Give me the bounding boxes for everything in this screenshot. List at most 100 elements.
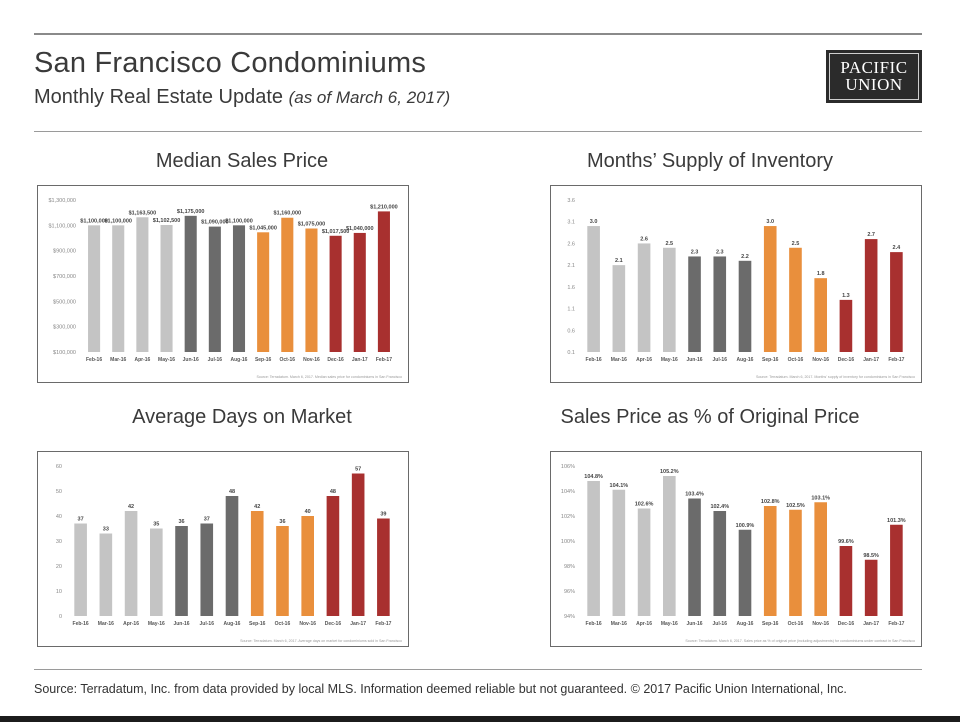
x-tick-label: Jul-16 xyxy=(208,357,223,363)
bar xyxy=(150,528,163,616)
y-tick-label: 106% xyxy=(561,464,575,470)
y-tick-label: 20 xyxy=(56,564,62,570)
y-tick-label: 50 xyxy=(56,489,62,495)
y-tick-label: 96% xyxy=(564,589,575,595)
bar xyxy=(738,529,752,616)
bar xyxy=(351,473,365,616)
data-label: $1,160,000 xyxy=(274,211,302,217)
x-tick-label: Feb-17 xyxy=(375,621,391,627)
data-label: 102.8% xyxy=(761,499,780,505)
data-label: 37 xyxy=(78,517,84,523)
bar xyxy=(301,516,314,616)
x-tick-label: Jun-16 xyxy=(686,621,702,627)
bar xyxy=(864,239,878,352)
x-tick-label: Nov-16 xyxy=(812,357,829,363)
x-tick-label: Jun-16 xyxy=(686,357,702,363)
y-tick-label: 30 xyxy=(56,539,62,545)
x-tick-label: Oct-16 xyxy=(788,621,804,627)
y-tick-label: $100,000 xyxy=(53,350,76,356)
x-tick-label: Dec-16 xyxy=(327,357,344,363)
data-label: 42 xyxy=(128,504,134,510)
data-label: $1,175,000 xyxy=(177,209,205,215)
bar xyxy=(663,476,676,616)
y-tick-label: $500,000 xyxy=(53,299,76,305)
x-tick-label: May-16 xyxy=(661,621,678,627)
x-tick-label: Jun-16 xyxy=(173,621,189,627)
data-label: 33 xyxy=(103,527,109,533)
y-tick-label: 2.6 xyxy=(567,241,575,247)
bar xyxy=(329,235,342,352)
y-tick-label: 98% xyxy=(564,564,575,570)
data-label: 2.6 xyxy=(640,236,648,242)
chart-source-note: Source: Terradatum. March 6, 2017. Avera… xyxy=(240,639,402,643)
bar xyxy=(257,232,270,352)
bar xyxy=(713,256,727,352)
data-label: 2.5 xyxy=(792,241,800,247)
bar xyxy=(839,299,853,352)
bar xyxy=(587,481,600,616)
x-tick-label: Apr-16 xyxy=(134,357,150,363)
y-tick-label: 1.1 xyxy=(567,307,575,313)
bar xyxy=(789,509,802,616)
data-label: 103.1% xyxy=(811,495,830,501)
y-tick-label: 1.6 xyxy=(567,285,575,291)
x-tick-label: Apr-16 xyxy=(636,621,652,627)
data-label: 103.4% xyxy=(685,492,704,498)
data-label: 1.8 xyxy=(817,271,825,277)
x-tick-label: Jul-16 xyxy=(713,357,728,363)
data-label: 2.3 xyxy=(691,249,699,255)
bar xyxy=(208,226,221,352)
x-tick-label: Dec-16 xyxy=(838,621,855,627)
data-label: 35 xyxy=(153,522,159,528)
x-tick-label: Aug-16 xyxy=(737,621,754,627)
y-tick-label: 40 xyxy=(56,514,62,520)
bar xyxy=(305,228,318,352)
x-tick-label: Dec-16 xyxy=(325,621,342,627)
data-label: $1,090,000 xyxy=(201,220,229,226)
y-tick-label: 60 xyxy=(56,464,62,470)
x-tick-label: Jan-17 xyxy=(863,357,879,363)
data-label: 102.6% xyxy=(635,502,654,508)
bar xyxy=(864,559,878,616)
data-label: $1,210,000 xyxy=(370,204,398,210)
x-tick-label: Jan-17 xyxy=(863,621,879,627)
bar xyxy=(688,256,701,352)
data-label: 99.6% xyxy=(838,539,854,545)
data-label: 98.5% xyxy=(863,553,879,559)
data-label: 104.8% xyxy=(584,474,603,480)
x-tick-label: Jul-16 xyxy=(200,621,215,627)
x-tick-label: Mar-16 xyxy=(611,357,627,363)
y-tick-label: 104% xyxy=(561,489,575,495)
x-tick-label: May-16 xyxy=(158,357,175,363)
bottom-bar xyxy=(0,716,960,722)
chart-source-note: Source: Terradatum. March 6, 2017. Month… xyxy=(756,375,915,379)
data-label: 2.4 xyxy=(893,245,902,251)
bar xyxy=(99,533,113,616)
bar xyxy=(250,511,264,616)
bar xyxy=(789,247,802,352)
y-tick-label: 0.1 xyxy=(567,350,575,356)
y-tick-label: $900,000 xyxy=(53,249,76,255)
data-label: 102.4% xyxy=(710,504,729,510)
data-label: 37 xyxy=(204,517,210,523)
chart-title-sales-price-pct: Sales Price as % of Original Price xyxy=(560,406,860,428)
footer-source: Source: Terradatum, Inc. from data provi… xyxy=(34,682,847,696)
y-tick-label: 3.6 xyxy=(567,198,575,204)
y-tick-label: 3.1 xyxy=(567,220,575,226)
x-tick-label: Sep-16 xyxy=(255,357,272,363)
months-supply-chart: 0.1 0.6 1.1 1.6 2.1 2.6 3.1 3.6 3.0 Feb-16 2.1 Mar-… xyxy=(550,185,922,383)
data-label: 2.2 xyxy=(741,254,749,260)
x-tick-label: Mar-16 xyxy=(611,621,627,627)
as-of-date: (as of March 6, 2017) xyxy=(288,88,451,107)
bar xyxy=(839,546,853,616)
bar xyxy=(276,526,289,616)
chart-title-months-supply: Months’ Supply of Inventory xyxy=(586,150,834,172)
data-label: 3.0 xyxy=(590,219,598,225)
data-label: 40 xyxy=(305,509,311,515)
logo-line-1: PACIFIC xyxy=(840,58,908,77)
chart-source-note: Source: Terradatum. March 6, 2017. Sales… xyxy=(685,639,915,643)
data-label: $1,040,000 xyxy=(346,226,374,232)
bar xyxy=(814,502,827,616)
data-label: 57 xyxy=(355,467,361,473)
bar xyxy=(175,526,188,616)
